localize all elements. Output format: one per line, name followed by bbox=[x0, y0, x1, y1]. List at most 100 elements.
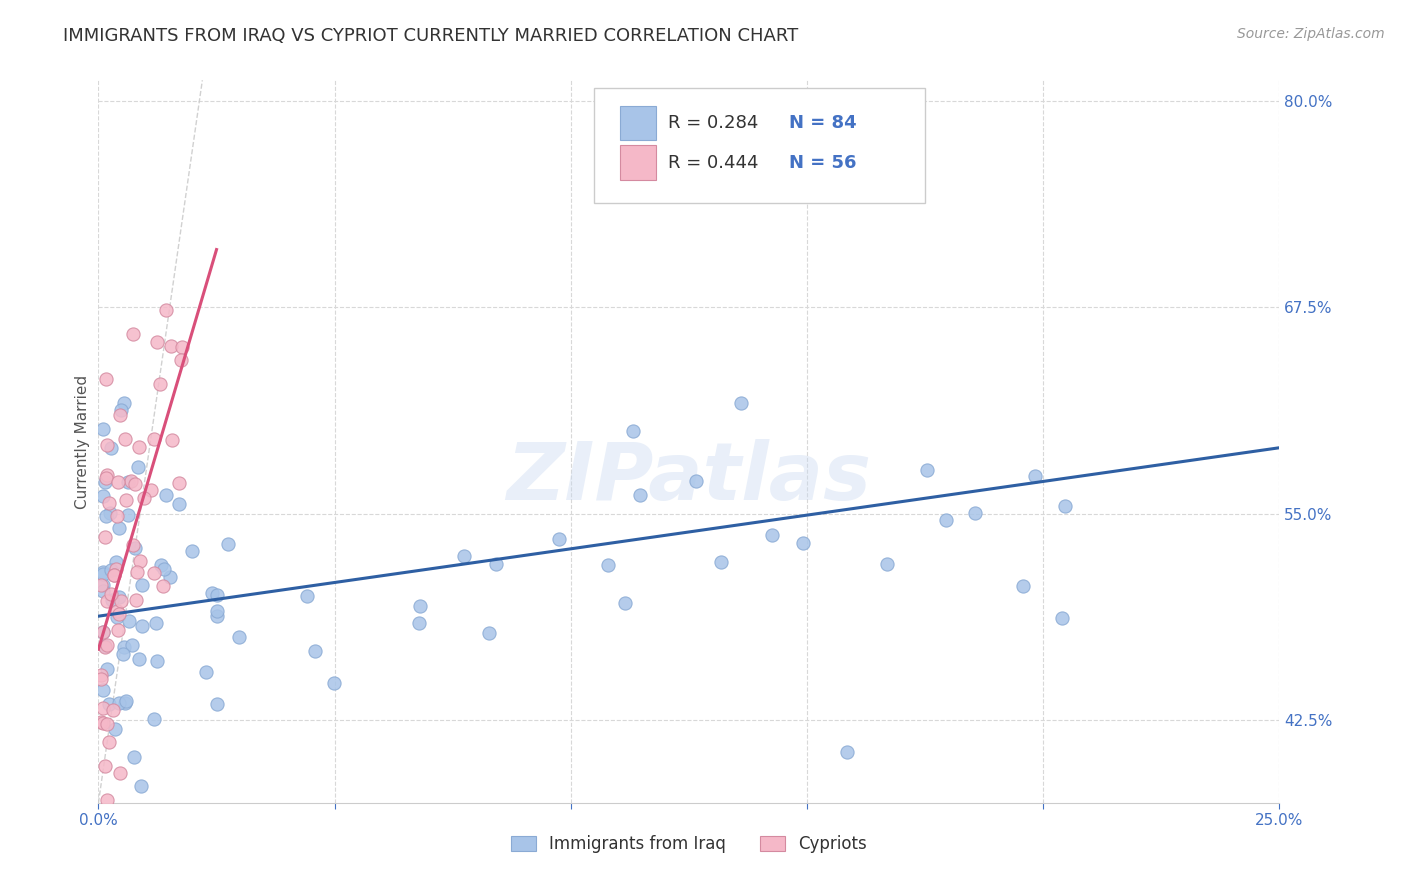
Point bbox=[201, 586, 224, 600]
Point bbox=[792, 535, 814, 549]
Point bbox=[107, 696, 129, 710]
FancyBboxPatch shape bbox=[620, 145, 655, 180]
Point bbox=[122, 750, 145, 764]
Point bbox=[128, 441, 150, 455]
Point bbox=[761, 528, 783, 542]
Point bbox=[621, 424, 644, 438]
Point bbox=[117, 475, 139, 490]
Point bbox=[170, 352, 193, 367]
Point bbox=[142, 566, 165, 580]
Point bbox=[91, 683, 114, 698]
Point bbox=[145, 616, 167, 631]
Y-axis label: Currently Married: Currently Married bbox=[75, 375, 90, 508]
Point bbox=[149, 558, 172, 572]
Point bbox=[104, 556, 127, 570]
Point bbox=[90, 672, 112, 686]
Point bbox=[155, 303, 177, 318]
Legend: Immigrants from Iraq, Cypriots: Immigrants from Iraq, Cypriots bbox=[505, 828, 873, 860]
Point bbox=[142, 712, 165, 726]
Point bbox=[101, 592, 124, 607]
Point bbox=[730, 396, 752, 410]
Point bbox=[547, 533, 569, 547]
Text: Source: ZipAtlas.com: Source: ZipAtlas.com bbox=[1237, 27, 1385, 41]
Point bbox=[111, 647, 134, 661]
Point bbox=[112, 396, 135, 410]
Point bbox=[228, 630, 250, 644]
Point bbox=[96, 793, 118, 807]
Text: IMMIGRANTS FROM IRAQ VS CYPRIOT CURRENTLY MARRIED CORRELATION CHART: IMMIGRANTS FROM IRAQ VS CYPRIOT CURRENTL… bbox=[63, 27, 799, 45]
Point bbox=[1024, 468, 1046, 483]
Point bbox=[103, 703, 125, 717]
Point bbox=[205, 697, 228, 711]
Text: R = 0.284: R = 0.284 bbox=[668, 114, 758, 132]
Point bbox=[127, 460, 149, 475]
Point bbox=[91, 584, 114, 599]
Point bbox=[107, 623, 129, 637]
Point bbox=[91, 715, 114, 730]
Point bbox=[453, 549, 475, 564]
Text: R = 0.444: R = 0.444 bbox=[668, 153, 758, 171]
Point bbox=[131, 619, 153, 633]
Point bbox=[205, 588, 228, 602]
Point bbox=[1012, 579, 1035, 593]
Point bbox=[103, 568, 125, 582]
Point bbox=[91, 625, 114, 640]
Text: ZIPatlas: ZIPatlas bbox=[506, 439, 872, 516]
Point bbox=[104, 722, 127, 736]
Point bbox=[108, 521, 131, 535]
Point bbox=[125, 592, 148, 607]
Point bbox=[408, 599, 430, 614]
Point bbox=[96, 638, 118, 652]
Point bbox=[96, 662, 118, 676]
Point bbox=[98, 506, 121, 520]
Point bbox=[408, 616, 430, 631]
Point bbox=[628, 487, 651, 501]
Point bbox=[131, 578, 153, 592]
Point bbox=[485, 557, 508, 571]
Point bbox=[121, 326, 143, 341]
Point bbox=[107, 607, 129, 622]
Point bbox=[98, 735, 121, 749]
Point bbox=[152, 562, 174, 576]
Point bbox=[100, 587, 122, 601]
Point bbox=[194, 665, 217, 679]
Point bbox=[685, 474, 707, 488]
Text: N = 84: N = 84 bbox=[789, 114, 856, 132]
Point bbox=[94, 639, 117, 653]
Point bbox=[323, 676, 346, 690]
Point bbox=[837, 745, 859, 759]
Point bbox=[107, 475, 129, 490]
Point bbox=[110, 408, 132, 422]
Point bbox=[98, 495, 121, 509]
Point bbox=[876, 558, 898, 572]
Point bbox=[96, 438, 118, 452]
Point bbox=[94, 759, 117, 773]
Point bbox=[145, 654, 167, 668]
Point bbox=[100, 563, 122, 577]
Point bbox=[96, 508, 118, 523]
Point bbox=[146, 334, 169, 349]
Point bbox=[110, 594, 132, 608]
Point bbox=[91, 422, 114, 436]
Point bbox=[180, 544, 202, 558]
Point bbox=[477, 626, 499, 640]
Point bbox=[121, 638, 143, 652]
Point bbox=[143, 433, 166, 447]
Point bbox=[96, 471, 118, 485]
Point bbox=[124, 541, 146, 555]
Point bbox=[91, 578, 114, 592]
Point bbox=[159, 338, 181, 352]
Point bbox=[169, 498, 191, 512]
Point bbox=[710, 555, 733, 569]
Point bbox=[132, 491, 155, 505]
Point bbox=[170, 340, 193, 354]
Point bbox=[103, 567, 125, 582]
Point bbox=[1050, 611, 1073, 625]
Point bbox=[94, 475, 117, 490]
Point bbox=[152, 579, 174, 593]
Point bbox=[91, 624, 114, 639]
Point bbox=[108, 590, 131, 604]
Point bbox=[90, 578, 112, 592]
Point bbox=[100, 442, 122, 456]
Point bbox=[122, 538, 145, 552]
